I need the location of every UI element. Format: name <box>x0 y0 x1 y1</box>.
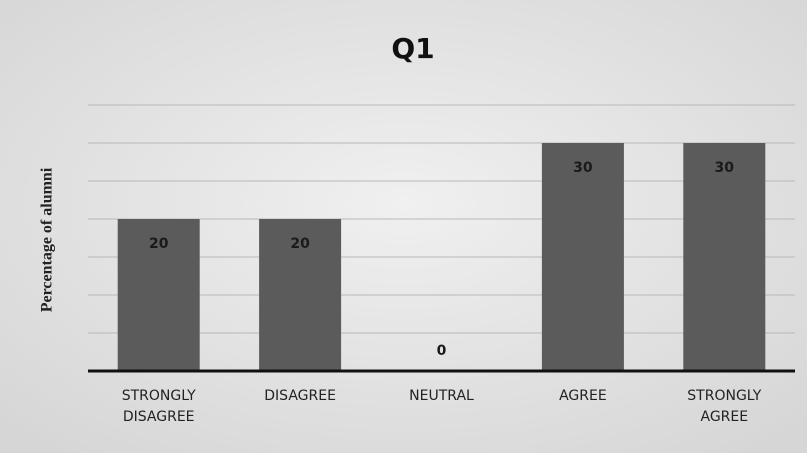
y-axis-label: Percentage of alumni <box>39 167 56 312</box>
value-label: 20 <box>149 236 169 252</box>
x-tick-label: NEUTRAL <box>409 388 474 404</box>
bar <box>259 219 342 371</box>
value-label: 0 <box>437 343 447 359</box>
x-tick-label: STRONGLY DISAGREE <box>121 388 196 425</box>
x-tick-label: AGREE <box>559 388 607 404</box>
bar <box>117 219 200 371</box>
chart-title: Q1 <box>391 32 434 65</box>
value-label: 30 <box>715 160 735 176</box>
x-tick-label: DISAGREE <box>264 388 336 404</box>
value-label: 30 <box>573 160 593 176</box>
bar <box>541 143 624 371</box>
value-label: 20 <box>290 236 310 252</box>
bar <box>683 143 766 371</box>
x-tick-label: STRONGLY AGREE <box>687 388 762 425</box>
